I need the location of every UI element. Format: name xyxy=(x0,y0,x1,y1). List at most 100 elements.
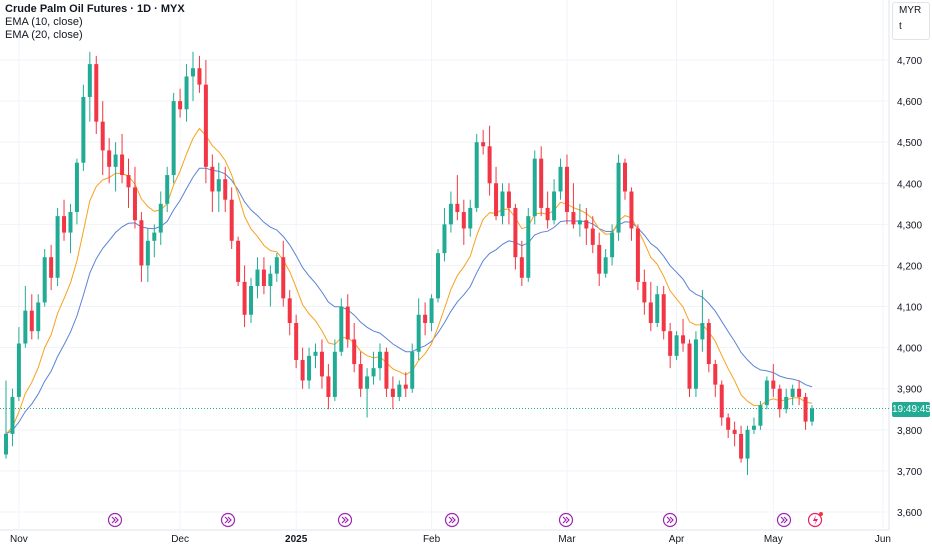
candle-body xyxy=(281,257,286,299)
candle-body xyxy=(371,368,376,377)
candle-body xyxy=(229,199,234,241)
candle-body xyxy=(190,68,195,77)
candle-body xyxy=(610,232,615,258)
candle-body xyxy=(339,306,344,352)
candle-body xyxy=(448,203,453,225)
x-tick-label: Nov xyxy=(10,534,28,545)
dividend-glyph xyxy=(666,516,674,524)
candle-body xyxy=(616,162,621,233)
candle-body xyxy=(706,322,711,365)
candle-body xyxy=(558,166,563,192)
candle-body xyxy=(739,433,744,459)
candle-body xyxy=(771,380,776,389)
current-price-tag: 19:49:45 xyxy=(892,402,931,417)
y-tick-label: 4,400 xyxy=(897,179,922,190)
candle-body xyxy=(487,146,492,184)
candle-body xyxy=(513,207,518,258)
candle-body xyxy=(249,286,254,315)
currency-label: MYR xyxy=(899,5,922,16)
candle-body xyxy=(410,351,415,389)
candle-body xyxy=(384,351,389,389)
notification-dot xyxy=(819,512,823,516)
candle-body xyxy=(564,166,569,213)
candle-body xyxy=(461,212,466,229)
candle-body xyxy=(377,351,382,369)
candle-body xyxy=(152,232,157,241)
candle-body xyxy=(455,203,460,213)
candle-body xyxy=(629,191,634,229)
candle-body xyxy=(416,314,421,352)
candle-body xyxy=(55,216,60,278)
x-tick-label: Jun xyxy=(875,534,891,545)
candle-body xyxy=(642,281,647,303)
candle-body xyxy=(803,396,808,422)
candle-body xyxy=(797,388,802,397)
candle-body xyxy=(10,396,15,434)
dividend-glyph xyxy=(562,516,570,524)
candle-body xyxy=(352,339,357,365)
candle-body xyxy=(545,207,550,221)
dividend-glyph xyxy=(780,516,788,524)
candle-body xyxy=(332,351,337,397)
x-tick-label: Dec xyxy=(171,534,189,545)
candle-body xyxy=(603,257,608,274)
dividend-glyph xyxy=(448,516,456,524)
candle-body xyxy=(777,388,782,410)
y-tick-label: 3,700 xyxy=(897,467,922,478)
candle-body xyxy=(687,343,692,389)
candle-body xyxy=(423,314,428,323)
candle-body xyxy=(236,240,241,282)
candle-body xyxy=(474,142,479,208)
dividend-glyph xyxy=(341,516,349,524)
candle-body xyxy=(655,294,660,323)
candle-body xyxy=(571,212,576,225)
legend-ema20[interactable]: EMA (20, close) xyxy=(5,29,83,41)
candle-body xyxy=(661,294,666,332)
candle-body xyxy=(184,76,189,110)
candle-body xyxy=(255,269,260,286)
y-tick-label: 3,600 xyxy=(897,508,922,519)
chart-legend: Crude Palm Oil Futures · 1D · MYX EMA (1… xyxy=(5,3,185,42)
candle-body xyxy=(397,384,402,397)
candle-body xyxy=(171,101,176,176)
candle-body xyxy=(584,220,589,229)
candle-body xyxy=(390,388,395,397)
y-tick-label: 3,900 xyxy=(897,385,922,396)
candle-body xyxy=(4,433,8,455)
candle-body xyxy=(23,310,28,344)
currency-selector[interactable]: MYR t xyxy=(892,2,930,40)
candle-body xyxy=(268,273,273,286)
candle-body xyxy=(403,384,408,389)
candle-body xyxy=(274,257,279,274)
x-tick-label: Apr xyxy=(669,534,685,545)
candle-body xyxy=(100,121,105,151)
y-tick-label: 4,300 xyxy=(897,220,922,231)
candle-body xyxy=(87,64,92,97)
candle-body xyxy=(178,101,183,110)
candle-body xyxy=(539,158,544,208)
candle-body xyxy=(506,191,511,208)
candle-body xyxy=(300,359,305,381)
legend-ema10[interactable]: EMA (10, close) xyxy=(5,16,83,28)
x-tick-label: 2025 xyxy=(285,534,308,545)
candle-body xyxy=(713,364,718,385)
ema10-line xyxy=(5,127,813,435)
candle-body xyxy=(62,216,67,233)
candle-body xyxy=(313,351,318,356)
candle-body xyxy=(552,191,557,221)
candle-body xyxy=(107,150,112,167)
candle-body xyxy=(307,355,312,381)
candle-body xyxy=(29,310,34,332)
y-tick-label: 4,000 xyxy=(897,344,922,355)
candle-body xyxy=(635,228,640,282)
candle-body xyxy=(81,96,86,163)
dividend-glyph xyxy=(111,516,119,524)
candle-body xyxy=(784,396,789,410)
candle-body xyxy=(590,228,595,245)
y-tick-label: 4,200 xyxy=(897,261,922,272)
candle-body xyxy=(623,162,628,192)
lightning-glyph xyxy=(813,515,818,526)
candle-body xyxy=(597,244,602,274)
candle-body xyxy=(577,220,582,225)
